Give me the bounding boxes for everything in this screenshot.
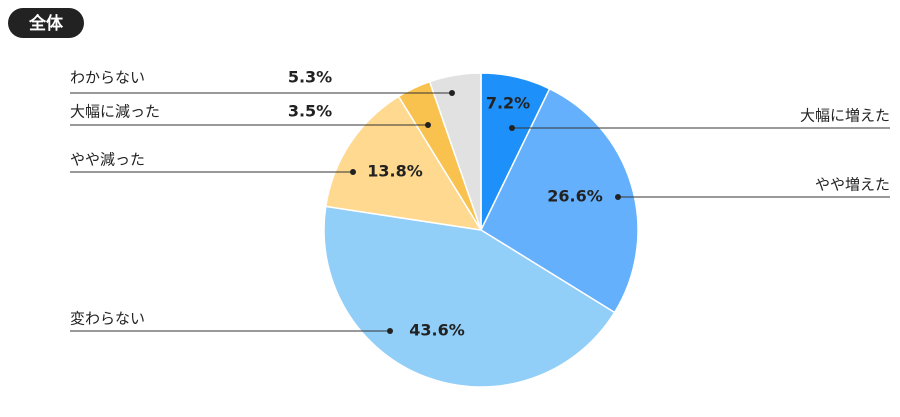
value-label: 43.6% [409, 321, 465, 340]
value-label: 13.8% [367, 162, 423, 181]
chart-title: 全体 [28, 13, 64, 34]
value-label: 7.2% [486, 94, 530, 113]
value-label: 5.3% [288, 68, 332, 87]
pie-slice [428, 72, 482, 231]
leader-dot [615, 194, 621, 200]
leader-dot [425, 122, 431, 128]
title-pill [8, 8, 84, 38]
category-label: 大幅に減った [70, 103, 160, 121]
category-label: やや減った [70, 151, 145, 169]
category-label: 変わらない [70, 310, 145, 328]
category-label: やや増えた [815, 176, 890, 194]
category-label: わからない [70, 69, 145, 87]
leader-dot [387, 328, 393, 334]
pie-slice [324, 95, 483, 231]
value-label: 26.6% [547, 187, 603, 206]
leader-dot [509, 125, 515, 131]
leader-dot [449, 90, 455, 96]
category-label: 大幅に増えた [800, 107, 890, 125]
pie-slice [480, 87, 639, 314]
value-label: 3.5% [288, 102, 332, 121]
leader-dot [350, 169, 356, 175]
pie-slice [323, 205, 616, 388]
